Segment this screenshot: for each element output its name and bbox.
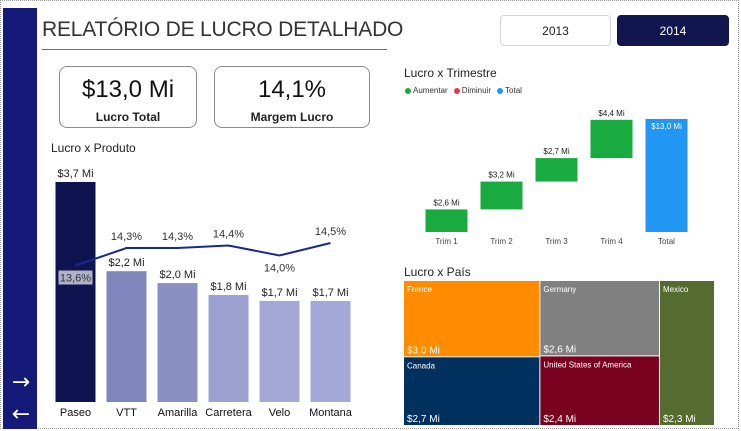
x-tick-label: Trim 2	[490, 237, 513, 246]
title-underline	[42, 49, 387, 50]
treemap-cell-name: Mexico	[663, 285, 689, 294]
waterfall-value-label: $3,2 Mi	[488, 171, 514, 180]
x-tick-label: VTT	[116, 407, 137, 419]
treemap-cell-name: France	[407, 285, 432, 294]
quarter-chart-title: Lucro x Trimestre	[404, 66, 497, 80]
line-value-label-bg	[313, 224, 348, 238]
quarter-chart: $2,6 Mi Trim 1 $3,2 Mi Trim 2 $2,7 Mi Trim 3 $…	[425, 109, 688, 246]
treemap-cell-united-states-of-america	[540, 356, 659, 425]
line-value-label-bg	[262, 260, 297, 275]
bar-montana	[310, 300, 351, 402]
bar-value-label-bg	[103, 255, 150, 270]
legend-dot-total	[497, 87, 504, 94]
waterfall-bar-q4	[590, 119, 633, 159]
year-2014-button[interactable]: 2014	[617, 15, 729, 46]
waterfall-bar-q2	[480, 181, 523, 210]
bar-carretera	[208, 294, 249, 402]
x-tick-label: Trim 1	[435, 237, 458, 246]
bar-amarilla	[157, 283, 198, 402]
bar-value-label-bg	[307, 284, 354, 299]
legend-label: Aumentar	[413, 86, 448, 95]
kpi-label: Margem Lucro	[250, 110, 334, 124]
line-value-label-bg	[160, 229, 195, 243]
back-page-arrow-icon[interactable]: ←	[11, 402, 31, 427]
x-tick-label: Amarilla	[158, 407, 199, 419]
treemap-cell-name: Germany	[543, 285, 576, 294]
sidebar: → ←	[3, 8, 37, 429]
line-value-label: 14,4%	[213, 229, 244, 241]
waterfall-value-label: $4,4 Mi	[598, 109, 624, 118]
product-chart: $3,7 Mi Paseo $2,2 Mi VTT $2,0 Mi Amarilla $1,…	[52, 166, 354, 419]
treemap-cell-value: $2,7 Mi	[407, 414, 440, 425]
legend-label: Diminuir	[461, 86, 492, 95]
bar-velo	[259, 300, 300, 402]
bar-value-label: $2,2 Mi	[108, 257, 144, 269]
bar-value-label-bg	[52, 166, 99, 180]
treemap-cell-value: $2,6 Mi	[543, 344, 576, 355]
treemap-cell-name: United States of America	[543, 360, 632, 369]
kpi-label: Lucro Total	[95, 110, 161, 124]
line-value-label-bg	[58, 270, 93, 285]
x-tick-label: Velo	[269, 407, 290, 419]
line-value-label: 13,6%	[60, 273, 91, 285]
bar-value-label: $3,7 Mi	[57, 168, 93, 180]
treemap-cell-mexico	[659, 281, 714, 425]
kpi-card-total-profit: $13,0 Mi Lucro Total	[59, 66, 197, 128]
treemap-cell-value: $3,0 Mi	[407, 345, 440, 356]
bar-vtt	[106, 271, 147, 402]
line-value-label: 14,3%	[162, 231, 193, 243]
page-title: RELATÓRIO DE LUCRO DETALHADO	[42, 18, 404, 41]
waterfall-value-label: $13,0 Mi	[651, 122, 682, 131]
quarter-chart-legend: Aumentar Diminuir Total	[405, 86, 522, 95]
bar-value-label: $1,7 Mi	[261, 287, 297, 299]
legend-item-decrease: Diminuir	[453, 86, 492, 95]
waterfall-value-label: $2,6 Mi	[433, 198, 459, 207]
legend-item-increase: Aumentar	[405, 86, 448, 95]
country-treemap: France $3,0 Mi Canada $2,7 Mi Germany $2,6 Mi…	[404, 281, 714, 425]
product-chart-title: Lucro x Produto	[51, 141, 136, 155]
waterfall-value-label: $2,7 Mi	[543, 147, 569, 156]
bar-value-label: $1,7 Mi	[312, 287, 348, 299]
kpi-card-profit-margin: 14,1% Margem Lucro	[214, 66, 370, 128]
bar-value-label-bg	[205, 278, 252, 293]
bar-value-label-bg	[154, 267, 201, 282]
margin-line	[75, 242, 331, 267]
x-tick-label: Trim 3	[545, 237, 568, 246]
waterfall-bar-q1	[425, 209, 468, 232]
legend-label: Total	[505, 86, 522, 95]
waterfall-bar-total	[645, 118, 688, 232]
treemap-cell-value: $2,4 Mi	[543, 414, 576, 425]
treemap-cell-name: Canada	[407, 361, 436, 370]
bar-value-label: $1,8 Mi	[210, 281, 246, 293]
line-value-label: 14,3%	[111, 231, 142, 243]
x-tick-label: Paseo	[60, 407, 91, 419]
kpi-value: 14,1%	[257, 76, 327, 103]
line-value-label: 14,5%	[315, 226, 346, 238]
next-page-arrow-icon[interactable]: →	[11, 370, 31, 395]
treemap-cell-value: $2,3 Mi	[663, 414, 696, 425]
x-tick-label: Carretera	[205, 407, 252, 419]
line-value-label-bg	[109, 229, 144, 243]
legend-item-total: Total	[497, 86, 522, 95]
x-tick-label: Montana	[309, 407, 353, 419]
bar-value-label-bg	[256, 284, 303, 299]
country-chart-title: Lucro x País	[404, 265, 471, 279]
treemap-cell-canada	[404, 357, 540, 425]
bar-value-label: $2,0 Mi	[159, 269, 195, 281]
legend-dot-increase	[405, 87, 411, 94]
line-value-label-bg	[211, 226, 246, 241]
treemap-cell-germany	[540, 281, 659, 356]
treemap-cell-france	[404, 281, 540, 357]
kpi-value: $13,0 Mi	[81, 76, 175, 103]
x-tick-label: Total	[658, 237, 675, 246]
bar-paseo	[55, 182, 96, 402]
waterfall-bar-q3	[535, 158, 578, 182]
line-value-label: 14,0%	[264, 263, 295, 275]
legend-dot-decrease	[453, 87, 460, 94]
x-tick-label: Trim 4	[600, 237, 623, 246]
year-2013-button[interactable]: 2013	[500, 15, 611, 46]
